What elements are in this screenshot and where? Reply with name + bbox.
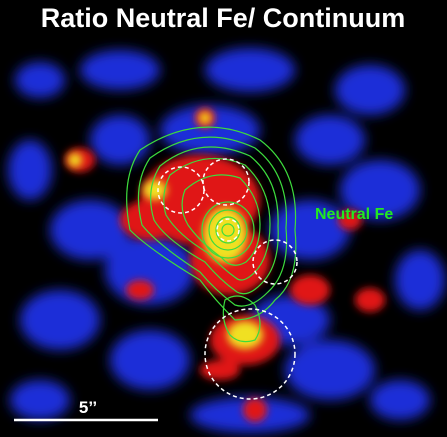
scale-label: 5’’ bbox=[79, 398, 97, 417]
contour-label: Neutral Fe bbox=[315, 206, 393, 223]
title: Ratio Neutral Fe/ Continuum bbox=[41, 3, 406, 33]
regions bbox=[157, 158, 298, 400]
contours bbox=[126, 126, 297, 343]
blue-emission bbox=[8, 48, 445, 433]
